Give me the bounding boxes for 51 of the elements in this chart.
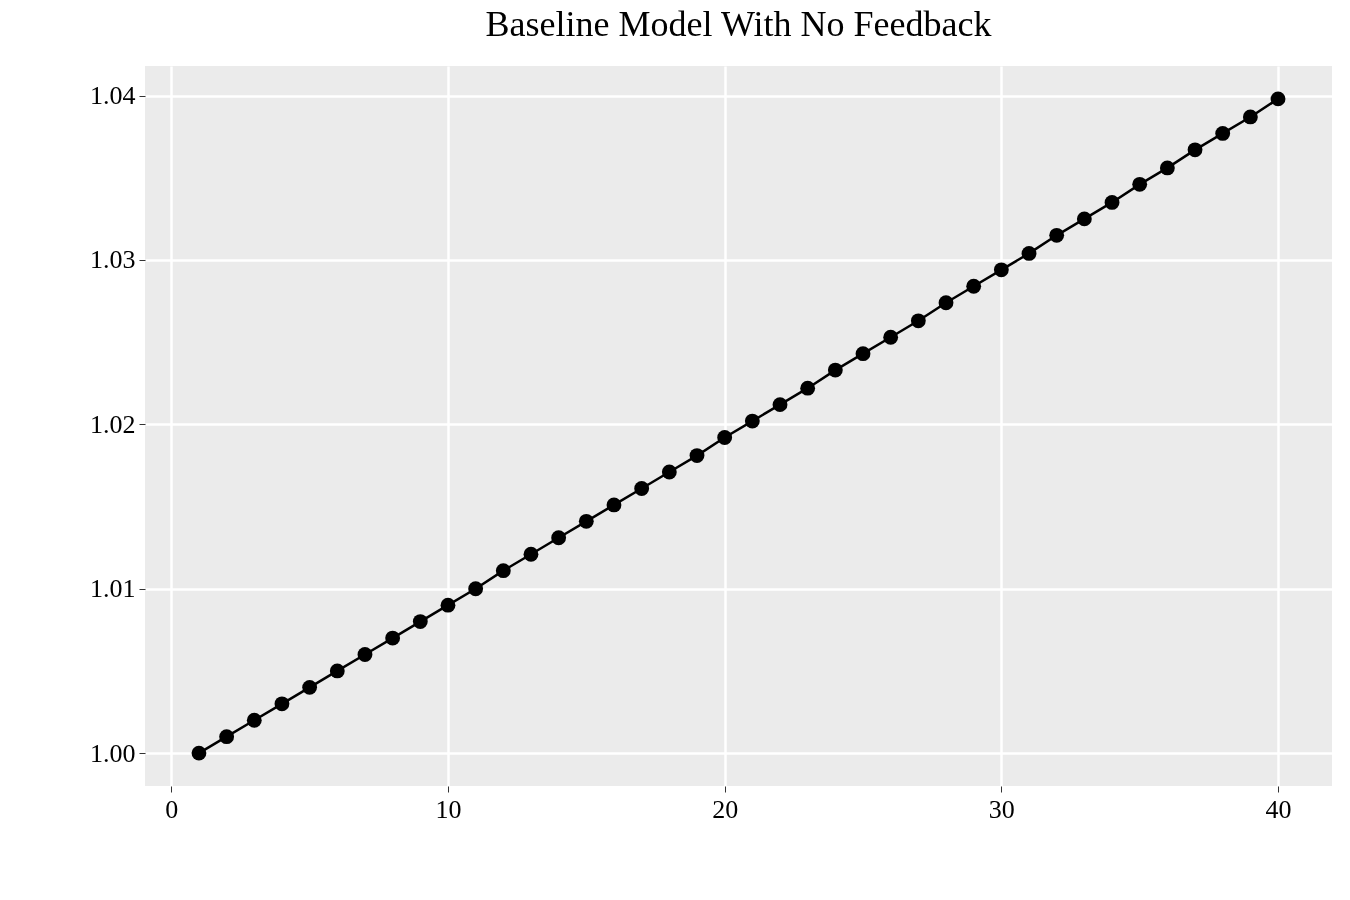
point xyxy=(468,581,484,597)
point xyxy=(329,663,345,679)
point xyxy=(191,745,207,761)
point xyxy=(1187,142,1203,158)
point xyxy=(1049,227,1065,243)
point xyxy=(551,530,567,546)
point xyxy=(495,563,511,579)
point xyxy=(661,464,677,480)
y-tick-label: 1.02 xyxy=(90,409,136,439)
x-tick-label: 10 xyxy=(435,794,462,824)
point xyxy=(219,729,235,745)
point xyxy=(274,696,290,712)
point xyxy=(606,497,622,513)
x-tick-label: 40 xyxy=(1265,794,1292,824)
point xyxy=(689,448,705,463)
point xyxy=(1076,211,1092,227)
point xyxy=(1242,109,1258,125)
point xyxy=(1132,176,1148,192)
x-tick-label: 0 xyxy=(165,794,179,824)
x-tick-label: 20 xyxy=(712,794,739,824)
point xyxy=(412,614,428,630)
point xyxy=(855,346,871,362)
point xyxy=(1021,246,1037,261)
point xyxy=(827,362,843,378)
point xyxy=(302,679,318,695)
point xyxy=(385,630,401,646)
point xyxy=(1270,91,1286,107)
point xyxy=(883,329,899,345)
point xyxy=(772,397,788,413)
point xyxy=(634,481,650,496)
point xyxy=(440,597,456,613)
y-tick-label: 1.00 xyxy=(90,738,136,768)
point xyxy=(966,278,982,294)
point xyxy=(744,413,760,429)
point xyxy=(717,430,733,445)
point xyxy=(910,313,926,329)
point xyxy=(523,546,539,562)
x-tick-label: 30 xyxy=(988,794,1015,824)
point xyxy=(993,262,1009,278)
y-tick-label: 1.01 xyxy=(90,574,136,604)
chart-title: Baseline Model With No Feedback xyxy=(485,4,992,44)
point xyxy=(578,513,594,529)
point xyxy=(800,380,816,396)
point xyxy=(1215,126,1231,141)
point xyxy=(938,295,954,311)
y-tick-label: 1.03 xyxy=(90,245,136,275)
point xyxy=(357,647,373,662)
point xyxy=(1104,195,1120,210)
y-tick-label: 1.04 xyxy=(90,81,136,111)
point xyxy=(1159,160,1175,176)
point xyxy=(246,712,262,728)
